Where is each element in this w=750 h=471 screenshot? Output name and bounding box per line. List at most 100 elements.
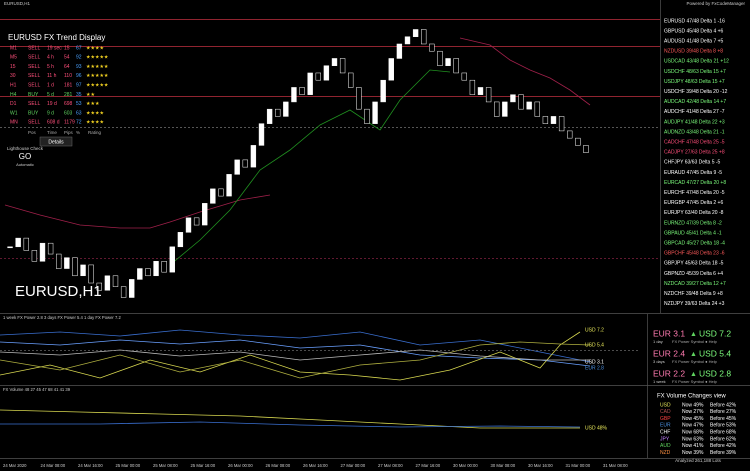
signal-time: 19 d — [47, 101, 57, 107]
currency: AUD — [660, 443, 671, 449]
candle — [558, 116, 565, 132]
signal-time: 5 d — [47, 92, 54, 98]
mode-label: Automatic — [16, 162, 34, 167]
signal: SELL — [28, 83, 40, 89]
percent: 92 — [76, 55, 82, 61]
time-label: 24 Mar 16:00 — [78, 463, 103, 468]
candle — [356, 87, 362, 110]
candle — [494, 101, 500, 117]
candle — [388, 58, 394, 81]
rating: ★★★ — [86, 101, 100, 107]
candle — [550, 116, 557, 124]
candle — [534, 101, 540, 117]
pair-row: GBPJPY 45/63 Delta 18 -5 — [664, 261, 724, 267]
candle — [104, 275, 111, 291]
currency: USD — [660, 402, 671, 408]
big-symbol-label: EURUSD,H1 — [15, 283, 102, 300]
candle — [518, 94, 524, 110]
fx-power-header: 1 week FX Power 2.8 3 days FX Power 5.4 … — [3, 315, 121, 320]
rating: ★★★★ — [86, 110, 104, 116]
before: Before 42% — [710, 402, 737, 408]
details-label: Details — [48, 139, 64, 145]
currency: EUR — [660, 423, 671, 429]
power-sub: FX Power Symbol ● Help — [672, 359, 718, 364]
candle — [15, 237, 21, 248]
before: Before 42% — [710, 443, 737, 449]
pair-row: CHFJPY 63/63 Delta 5 -5 — [664, 160, 721, 166]
power-sub: FX Power Symbol ● Help — [672, 339, 718, 344]
percent: 67 — [76, 45, 82, 51]
candle — [453, 58, 459, 74]
pips: 64 — [64, 64, 70, 70]
time-label: 25 Mar 08:00 — [153, 463, 178, 468]
candle — [421, 29, 427, 45]
candle — [64, 257, 70, 269]
candle — [129, 279, 135, 298]
time-label: 27 Mar 08:00 — [378, 463, 403, 468]
time-label: 30 Mar 00:00 — [453, 463, 478, 468]
timeframe: MN — [10, 120, 18, 126]
column-header: Rating — [88, 130, 102, 135]
candle — [47, 242, 54, 255]
signal: BUY — [28, 92, 39, 98]
rating: ★★★★★ — [86, 73, 109, 79]
volume-title: FX Volume Changes view — [657, 394, 726, 400]
candle — [275, 108, 281, 117]
candle — [283, 101, 289, 117]
now: Now 63% — [682, 436, 704, 442]
time-label: 31 Mar 08:00 — [603, 463, 628, 468]
timeframe: 30 — [10, 73, 16, 79]
before: Before 53% — [710, 423, 737, 429]
before: Before 27% — [710, 409, 737, 415]
candle — [169, 246, 175, 273]
quote-strength: USD 2.8 — [699, 368, 731, 378]
fx-volume-header: FX Volume 48 27 45 47 68 41 41 39 — [3, 387, 71, 392]
signal: SELL — [28, 120, 40, 126]
base-strength: EUR 2.2 — [653, 368, 685, 378]
column-header: Pos — [28, 130, 37, 135]
pair-row: EURGBP 47/45 Delta 2 +6 — [664, 200, 723, 206]
candle — [510, 94, 516, 103]
rating: ★★★★ — [86, 120, 104, 126]
candle — [72, 257, 78, 277]
candle — [193, 217, 200, 226]
pair-row: AUDCAD 42/48 Delta 14 +7 — [664, 99, 726, 105]
trailing-stop-buy — [169, 69, 451, 266]
rating: ★★★★★ — [86, 55, 109, 61]
now: Now 45% — [682, 416, 704, 422]
currency: CAD — [660, 409, 671, 415]
pair-row: GBPCAD 45/27 Delta 18 -4 — [664, 241, 725, 247]
pair-row: EURJPY 63/40 Delta 20 -8 — [664, 210, 724, 216]
now: Now 68% — [682, 430, 704, 436]
pair-row: GBPUSD 45/48 Delta 4 +6 — [664, 28, 724, 34]
pair-row: USDCHF 39/48 Delta 20 -12 — [664, 89, 728, 95]
base-strength: EUR 3.1 — [653, 328, 685, 338]
trailing-stop-sell — [4, 194, 271, 229]
line-label: USD 48% — [585, 425, 608, 431]
candle — [477, 87, 484, 95]
pair-row: GBPCHF 45/48 Delta 23 -6 — [664, 251, 725, 257]
candle — [412, 29, 419, 37]
quote-strength: USD 5.4 — [699, 348, 731, 358]
signal-time: 11 h — [47, 73, 57, 79]
now: Now 41% — [682, 443, 704, 449]
currency: JPY — [660, 436, 670, 442]
candle — [339, 58, 346, 74]
details-button[interactable] — [39, 136, 73, 147]
arrow: ▲ — [690, 331, 697, 338]
pair-row: EURCHF 47/48 Delta 20 -5 — [664, 190, 725, 196]
candle — [575, 137, 581, 146]
candle — [88, 264, 94, 284]
pair-row: AUDJPY 41/48 Delta 22 +3 — [664, 119, 725, 125]
pair-row: EURNZD 47/39 Delta 8 -2 — [664, 220, 722, 226]
candle — [145, 268, 151, 277]
candle — [315, 72, 321, 81]
timeframe: M1 — [10, 45, 17, 51]
candle — [218, 188, 224, 197]
percent: 35 — [76, 92, 82, 98]
pair-row: EURAUD 47/45 Delta 9 -5 — [664, 170, 722, 176]
pips: 698 — [64, 101, 73, 107]
candle — [404, 36, 411, 45]
symbol-info: EURUSD,H1 — [4, 1, 31, 6]
